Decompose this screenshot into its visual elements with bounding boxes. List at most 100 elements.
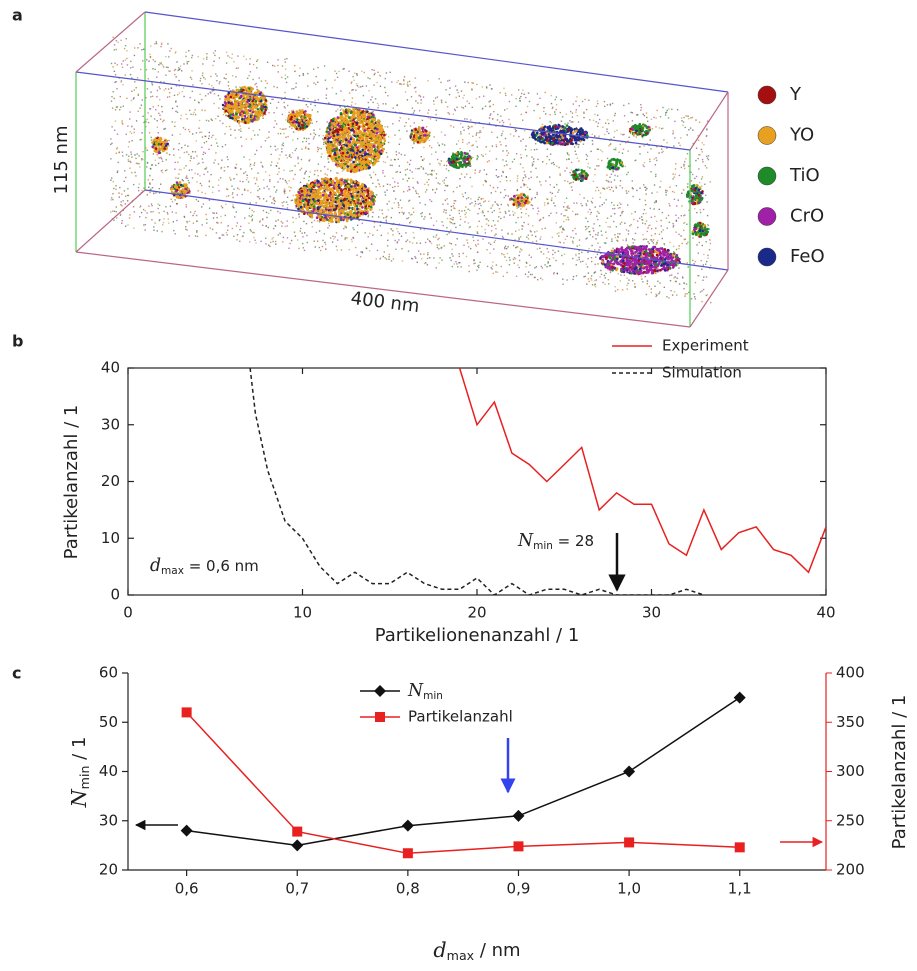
atom xyxy=(167,97,168,98)
atom xyxy=(180,169,181,170)
atom xyxy=(235,76,236,77)
atom xyxy=(186,204,187,205)
atom xyxy=(214,159,215,160)
atom xyxy=(248,75,249,76)
atom xyxy=(402,212,403,213)
atom xyxy=(353,229,354,230)
atom xyxy=(438,163,439,164)
atom xyxy=(388,201,389,202)
atom xyxy=(317,67,318,68)
atom xyxy=(487,161,488,162)
atom xyxy=(283,129,284,130)
atom xyxy=(525,266,526,267)
atom xyxy=(259,77,260,78)
atom xyxy=(267,62,268,63)
atom xyxy=(597,263,598,264)
atom xyxy=(227,166,228,167)
atom xyxy=(585,226,586,227)
atom xyxy=(317,82,318,83)
atom xyxy=(549,114,550,115)
atom xyxy=(217,116,218,117)
atom xyxy=(126,134,127,135)
atom xyxy=(688,118,689,119)
atom xyxy=(675,174,676,175)
atom xyxy=(127,125,128,126)
atom xyxy=(500,115,501,116)
atom xyxy=(227,230,228,231)
atom xyxy=(492,261,493,262)
atom xyxy=(628,150,629,151)
atom xyxy=(430,174,431,175)
atom xyxy=(607,269,608,270)
cluster-atom xyxy=(361,125,364,128)
atom xyxy=(617,289,618,290)
atom xyxy=(485,181,486,182)
atom xyxy=(296,207,297,208)
cluster-atom xyxy=(233,119,236,122)
atom xyxy=(520,154,521,155)
atom xyxy=(611,174,612,175)
atom xyxy=(222,207,223,208)
atom xyxy=(694,296,695,297)
atom xyxy=(524,171,525,172)
atom xyxy=(662,238,663,239)
atom xyxy=(433,236,434,237)
atom xyxy=(628,191,629,192)
atom xyxy=(242,236,243,237)
atom xyxy=(260,115,261,116)
atom xyxy=(412,178,413,179)
cluster-atom xyxy=(225,110,228,113)
atom xyxy=(511,233,512,234)
atom xyxy=(521,93,522,94)
atom xyxy=(452,219,453,220)
atom xyxy=(111,143,112,144)
atom xyxy=(661,128,662,129)
atom xyxy=(676,294,677,295)
atom xyxy=(502,131,503,132)
atom xyxy=(588,248,589,249)
atom xyxy=(455,85,456,86)
atom xyxy=(576,264,577,265)
atom xyxy=(265,171,266,172)
atom xyxy=(389,254,390,255)
atom xyxy=(474,263,475,264)
atom xyxy=(167,213,168,214)
atom xyxy=(488,220,489,221)
atom xyxy=(508,195,509,196)
atom xyxy=(628,279,629,280)
atom xyxy=(384,126,385,127)
atom xyxy=(619,202,620,203)
atom xyxy=(306,138,307,139)
atom xyxy=(142,116,143,117)
atom xyxy=(627,283,628,284)
atom xyxy=(139,108,140,109)
atom xyxy=(317,151,318,152)
atom xyxy=(141,212,142,213)
atom xyxy=(710,181,711,182)
atom xyxy=(680,235,681,236)
atom xyxy=(479,221,480,222)
atom xyxy=(613,205,614,206)
atom xyxy=(669,242,670,243)
atom xyxy=(115,189,116,190)
atom xyxy=(185,114,186,115)
atom xyxy=(198,190,199,191)
atom xyxy=(421,216,422,217)
atom xyxy=(310,133,311,134)
atom xyxy=(484,215,485,216)
atom xyxy=(231,58,232,59)
atom xyxy=(517,189,518,190)
atom xyxy=(353,237,354,238)
atom xyxy=(497,177,498,178)
atom xyxy=(535,197,536,198)
atom xyxy=(278,234,279,235)
atom xyxy=(387,95,388,96)
atom xyxy=(186,206,187,207)
atom xyxy=(232,75,233,76)
atom xyxy=(310,104,311,105)
atom xyxy=(155,109,156,110)
atom xyxy=(387,184,388,185)
atom xyxy=(232,192,233,193)
atom xyxy=(196,232,197,233)
atom xyxy=(239,241,240,242)
